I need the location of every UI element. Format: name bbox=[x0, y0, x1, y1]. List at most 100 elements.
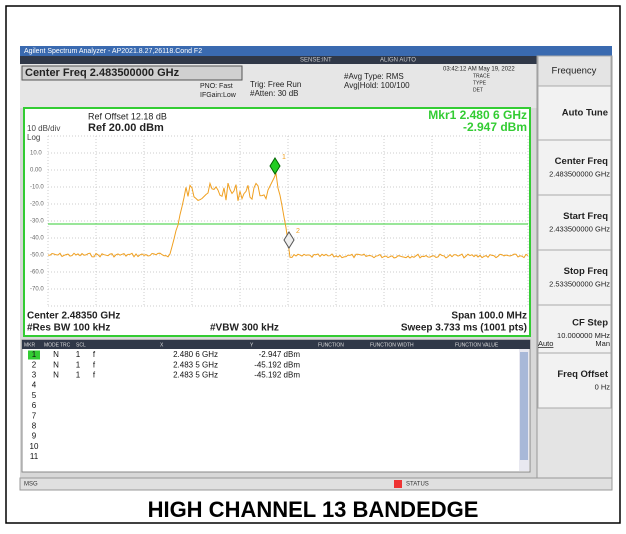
level-label: -10.0 bbox=[30, 185, 44, 191]
avg-type: #Avg Type: RMS bbox=[344, 72, 404, 81]
table-header: FUNCTION WIDTH bbox=[370, 342, 414, 348]
table-cell: f bbox=[93, 350, 96, 359]
table-cell: N bbox=[53, 371, 59, 380]
rbw: #Res BW 100 kHz bbox=[27, 323, 110, 334]
vbw: #VBW 300 kHz bbox=[210, 323, 279, 334]
scroll-thumb[interactable] bbox=[520, 352, 528, 460]
level-label: -50.0 bbox=[30, 253, 44, 259]
status: STATUS bbox=[406, 482, 429, 488]
table-header: FUNCTION VALUE bbox=[455, 342, 499, 348]
table-cell: 7 bbox=[32, 411, 37, 420]
table-cell: 2.483 5 GHz bbox=[173, 371, 218, 380]
marker-2-num: 2 bbox=[296, 228, 300, 235]
softkey-label[interactable]: Stop Freq bbox=[564, 266, 609, 277]
table-cell: 1 bbox=[76, 371, 81, 380]
table-cell: 2.480 6 GHz bbox=[173, 350, 218, 359]
sense: SENSE:INT bbox=[300, 58, 332, 64]
center: Center 2.48350 GHz bbox=[27, 311, 120, 322]
table-header: FUNCTION bbox=[318, 342, 344, 348]
softkey-value[interactable]: 10.000000 MHz bbox=[557, 331, 610, 340]
softkey[interactable] bbox=[537, 304, 612, 354]
table-cell: f bbox=[93, 371, 96, 380]
table-cell: 1 bbox=[76, 360, 81, 369]
title-text: Agilent Spectrum Analyzer - AP2021.8.27,… bbox=[24, 48, 202, 55]
softkey-label[interactable]: Start Freq bbox=[563, 211, 608, 222]
softkey-label[interactable]: Freq Offset bbox=[557, 369, 609, 380]
ifgain: IFGain:Low bbox=[200, 92, 237, 99]
span: Span 100.0 MHz bbox=[451, 311, 527, 322]
level-label: -40.0 bbox=[30, 236, 44, 242]
table-header: TRC bbox=[60, 342, 71, 348]
det-label: DET bbox=[473, 87, 483, 93]
align: ALIGN AUTO bbox=[380, 58, 416, 64]
softkey[interactable] bbox=[537, 139, 612, 196]
softkey bbox=[537, 55, 612, 87]
table-cell: 6 bbox=[32, 401, 37, 410]
sweep: Sweep 3.733 ms (1001 pts) bbox=[401, 323, 527, 334]
log: Log bbox=[27, 133, 40, 142]
table-header-bar bbox=[22, 340, 530, 349]
caption: HIGH CHANNEL 13 BANDEDGE bbox=[148, 497, 479, 522]
row-highlight bbox=[28, 350, 40, 360]
level-label: -70.0 bbox=[30, 287, 44, 293]
softkey-value[interactable]: 2.533500000 GHz bbox=[549, 279, 610, 288]
table-cell: 11 bbox=[30, 452, 39, 461]
softkey-option[interactable]: Man bbox=[595, 339, 610, 348]
table-header: SCL bbox=[76, 342, 86, 348]
pno: PNO: Fast bbox=[200, 83, 233, 90]
softkey-option[interactable]: Auto bbox=[538, 339, 553, 348]
table-cell: N bbox=[53, 350, 59, 359]
msg: MSG bbox=[24, 482, 38, 488]
softkey-label[interactable]: Center Freq bbox=[555, 156, 609, 167]
title-bar bbox=[20, 46, 612, 56]
table-header: Y bbox=[250, 342, 254, 348]
avg-hold: Avg|Hold: 100/100 bbox=[344, 81, 410, 90]
table-cell: 1 bbox=[32, 350, 37, 359]
softkey[interactable] bbox=[537, 352, 612, 409]
softkey-value[interactable]: 0 Hz bbox=[595, 382, 611, 391]
status-bar bbox=[19, 477, 613, 491]
level-label: 0.00 bbox=[30, 168, 42, 174]
softkey-label[interactable]: Auto Tune bbox=[562, 108, 608, 119]
softkey-panel: Frequency Auto Tune Center Freq 2.483500000… bbox=[536, 55, 613, 479]
table-header: X bbox=[160, 342, 164, 348]
softkey[interactable] bbox=[537, 194, 612, 251]
table-cell: 2 bbox=[32, 360, 37, 369]
table-cell: -45.192 dBm bbox=[254, 360, 300, 369]
table-cell: 1 bbox=[76, 350, 81, 359]
marker-1-num: 1 bbox=[282, 154, 286, 161]
marker-level: -2.947 dBm bbox=[463, 120, 527, 134]
table-cell: 2.483 5 GHz bbox=[173, 360, 218, 369]
graticule: 10.0 0.00 -10.0 -20.0 -30.0 -40.0 -50.0 -60.0 -7… bbox=[30, 135, 529, 307]
plot-area bbox=[23, 107, 531, 337]
marker-freq: Mkr1 2.480 6 GHz bbox=[428, 108, 527, 122]
softkey-value[interactable]: 2.433500000 GHz bbox=[549, 224, 610, 233]
menu-bar bbox=[20, 56, 537, 64]
table-cell: 3 bbox=[32, 371, 37, 380]
level-label: -20.0 bbox=[30, 202, 44, 208]
ref-offset: Ref Offset 12.18 dB bbox=[88, 111, 167, 121]
table-cell: 10 bbox=[30, 442, 39, 451]
table-header: MODE bbox=[44, 342, 60, 348]
table-cell: -2.947 dBm bbox=[259, 350, 301, 359]
center-freq: Center Freq 2.483500000 GHz bbox=[25, 67, 180, 79]
marker-2 bbox=[283, 231, 295, 249]
table-header: MKR bbox=[24, 342, 36, 348]
softkey-value[interactable]: 2.483500000 GHz bbox=[549, 169, 610, 178]
scale: 10 dB/div bbox=[27, 124, 60, 133]
softkey[interactable] bbox=[537, 85, 612, 141]
softkey[interactable] bbox=[537, 249, 612, 306]
table-cell: N bbox=[53, 360, 59, 369]
table-cell: 9 bbox=[32, 432, 37, 441]
table-cell: -45.192 dBm bbox=[254, 371, 300, 380]
table-cell: f bbox=[93, 360, 96, 369]
level-label: 10.0 bbox=[30, 151, 42, 157]
level-label: -60.0 bbox=[30, 270, 44, 276]
status-icon bbox=[394, 480, 402, 488]
softkey-label[interactable]: CF Step bbox=[572, 318, 608, 329]
table-cell: 5 bbox=[32, 391, 37, 400]
datetime: 03:42:12 AM May 19, 2022 bbox=[443, 67, 515, 73]
level-label: -30.0 bbox=[30, 219, 44, 225]
table-cell: 4 bbox=[32, 381, 37, 390]
